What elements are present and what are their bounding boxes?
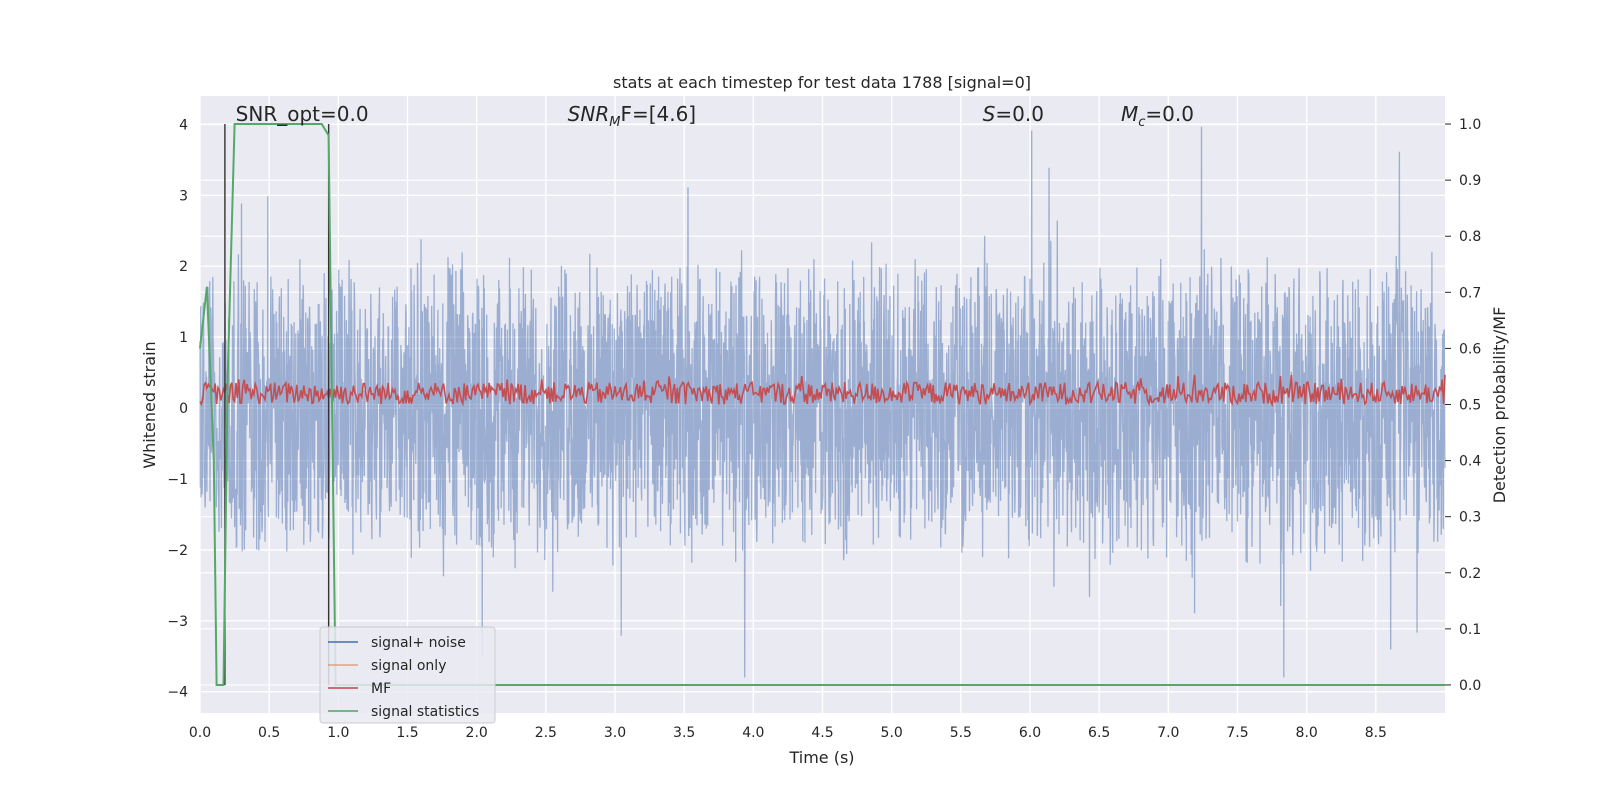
y2-tick-label: 0.9 [1459, 173, 1481, 189]
x-tick-label: 4.5 [811, 725, 833, 741]
y2-tick-label: 1.0 [1459, 117, 1481, 133]
y-tick-label: 1 [179, 330, 188, 346]
annotation-text: S=0.0 [983, 102, 1044, 126]
x-tick-label: 7.5 [1226, 725, 1248, 741]
y2-tick-label: 0.2 [1459, 566, 1481, 582]
x-tick-label: 3.0 [604, 725, 626, 741]
legend-label: signal+ noise [371, 635, 466, 651]
y2-tick-label: 0.3 [1459, 510, 1481, 526]
x-axis-label: Time (s) [788, 748, 854, 767]
y-tick-label: 0 [179, 401, 188, 417]
x-tick-label: 3.5 [673, 725, 695, 741]
annotation-text: SNRMF=[4.6] [568, 102, 696, 130]
x-tick-label: 5.5 [950, 725, 972, 741]
x-tick-label: 7.0 [1157, 725, 1179, 741]
chart-title: stats at each timestep for test data 178… [613, 73, 1031, 92]
y2-tick-label: 0.6 [1459, 341, 1481, 357]
y-axis-label: Whitened strain [140, 341, 159, 468]
y-tick-label: 4 [179, 117, 188, 133]
y2-tick-label: 0.4 [1459, 454, 1481, 470]
legend-label: MF [371, 681, 391, 697]
y-tick-label: −3 [167, 614, 188, 630]
legend-box [319, 626, 496, 724]
y-tick-label: −4 [167, 685, 188, 701]
y2-tick-label: 0.8 [1459, 229, 1481, 245]
annotations: SNR_opt=0.0 SNRMF=[4.6] S=0.0 Mc=0.0 [236, 102, 1194, 130]
x-tick-label: 4.0 [742, 725, 764, 741]
x-tick-label: 8.5 [1365, 725, 1387, 741]
legend-label: signal only [371, 658, 446, 674]
series-signal-statistics-line [199, 123, 1445, 686]
x-tick-label: 2.5 [535, 725, 557, 741]
y-tick-label: 2 [179, 259, 188, 275]
x-tick-label: 6.5 [1088, 725, 1110, 741]
x-tick-label: 0.5 [258, 725, 280, 741]
x-tick-label: 5.0 [881, 725, 903, 741]
series-signal-noise-line [199, 126, 1446, 678]
x-tick-label: 1.5 [396, 725, 418, 741]
x-tick-label: 8.0 [1296, 725, 1318, 741]
y2-tick-label: 0.1 [1459, 622, 1481, 638]
axes-ticks: 0.0 0.5 1.0 1.5 2.0 2.5 3.0 3.5 4.0 4.5 5.0 5.5 6.0 6… [167, 117, 1481, 741]
y-tick-label: 3 [179, 188, 188, 204]
legend: signal+ noise signal only MF signal statist… [319, 626, 496, 724]
y2-tick-label: 0.0 [1459, 678, 1481, 694]
series-mf-line [199, 374, 1446, 408]
annotation-text: Mc=0.0 [1121, 102, 1194, 130]
x-tick-label: 0.0 [189, 725, 211, 741]
annotation-text: SNR_opt=0.0 [236, 102, 369, 126]
y-tick-label: −1 [167, 472, 188, 488]
x-tick-label: 2.0 [466, 725, 488, 741]
y2-tick-label: 0.5 [1459, 398, 1481, 414]
plot-area [199, 123, 1446, 686]
y-tick-label: −2 [167, 543, 188, 559]
y2-axis-label: Detection probability/MF [1490, 307, 1509, 504]
y2-tick-label: 0.7 [1459, 285, 1481, 301]
x-tick-label: 1.0 [327, 725, 349, 741]
legend-label: signal statistics [371, 704, 479, 720]
x-tick-label: 6.0 [1019, 725, 1041, 741]
